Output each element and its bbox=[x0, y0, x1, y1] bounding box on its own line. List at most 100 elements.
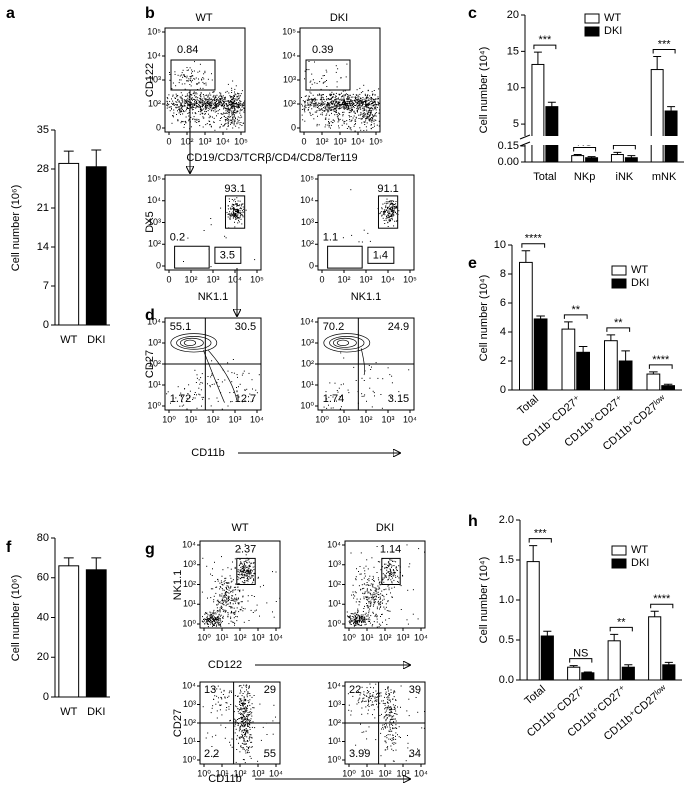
event-dot bbox=[234, 106, 235, 107]
event-dot bbox=[397, 707, 398, 708]
event-dot bbox=[324, 82, 325, 83]
event-dot bbox=[222, 100, 223, 101]
event-dot bbox=[380, 625, 381, 626]
event-dot bbox=[232, 99, 233, 100]
event-dot bbox=[220, 621, 221, 622]
event-dot bbox=[350, 619, 351, 620]
event-dot bbox=[338, 104, 339, 105]
event-dot bbox=[228, 84, 229, 85]
event-dot bbox=[221, 714, 222, 715]
event-dot bbox=[374, 392, 375, 393]
event-dot bbox=[187, 70, 188, 71]
event-dot bbox=[200, 88, 201, 89]
event-dot bbox=[197, 408, 198, 409]
event-dot bbox=[191, 73, 192, 74]
event-dot bbox=[191, 70, 192, 71]
event-dot bbox=[237, 214, 238, 215]
event-dot bbox=[167, 101, 168, 102]
event-dot bbox=[391, 692, 392, 693]
event-dot bbox=[386, 737, 387, 738]
event-dot bbox=[364, 380, 365, 381]
event-dot bbox=[359, 602, 360, 603]
event-dot bbox=[190, 105, 191, 106]
event-dot bbox=[273, 734, 274, 735]
event-dot bbox=[376, 104, 377, 105]
event-dot bbox=[207, 614, 208, 615]
event-dot bbox=[372, 596, 373, 597]
event-dot bbox=[245, 762, 246, 763]
event-dot bbox=[209, 103, 210, 104]
x-tick-label: 0 bbox=[166, 274, 171, 284]
event-dot bbox=[338, 115, 339, 116]
event-dot bbox=[240, 571, 241, 572]
event-dot bbox=[388, 693, 389, 694]
event-dot bbox=[344, 100, 345, 101]
event-dot bbox=[191, 99, 192, 100]
event-dot bbox=[354, 105, 355, 106]
event-dot bbox=[359, 99, 360, 100]
event-dot bbox=[305, 96, 306, 97]
y-tick-label: 10² bbox=[328, 717, 341, 727]
event-dot bbox=[395, 575, 396, 576]
event-dot bbox=[219, 596, 220, 597]
y-tick-label: 10¹ bbox=[328, 736, 341, 746]
x-tick-label: Total bbox=[533, 171, 556, 183]
column-title: DKI bbox=[330, 12, 348, 24]
event-dot bbox=[217, 579, 218, 580]
event-dot bbox=[213, 613, 214, 614]
event-dot bbox=[383, 703, 384, 704]
event-dot bbox=[324, 75, 325, 76]
event-dot bbox=[224, 600, 225, 601]
event-dot bbox=[349, 127, 350, 128]
event-dot bbox=[354, 107, 355, 108]
event-dot bbox=[385, 207, 386, 208]
event-dot bbox=[317, 125, 318, 126]
event-dot bbox=[374, 600, 375, 601]
event-dot bbox=[223, 103, 224, 104]
event-dot bbox=[395, 719, 396, 720]
event-dot bbox=[370, 241, 371, 242]
event-dot bbox=[393, 750, 394, 751]
event-dot bbox=[240, 745, 241, 746]
event-dot bbox=[364, 109, 365, 110]
event-dot bbox=[221, 603, 222, 604]
event-dot bbox=[174, 97, 175, 98]
event-dot bbox=[231, 216, 232, 217]
event-dot bbox=[364, 107, 365, 108]
event-dot bbox=[226, 610, 227, 611]
event-dot bbox=[375, 697, 376, 698]
event-dot bbox=[245, 565, 246, 566]
event-dot bbox=[212, 588, 213, 589]
event-dot bbox=[217, 607, 218, 608]
event-dot bbox=[329, 382, 330, 383]
event-dot bbox=[167, 97, 168, 98]
event-dot bbox=[193, 78, 194, 79]
event-dot bbox=[183, 70, 184, 71]
event-dot bbox=[357, 599, 358, 600]
event-dot bbox=[183, 121, 184, 122]
event-dot bbox=[226, 103, 227, 104]
event-dot bbox=[240, 714, 241, 715]
event-dot bbox=[233, 200, 234, 201]
event-dot bbox=[384, 724, 385, 725]
event-dot bbox=[368, 97, 369, 98]
event-dot bbox=[409, 563, 410, 564]
significance-label: NS bbox=[573, 648, 588, 660]
event-dot bbox=[322, 94, 323, 95]
event-dot bbox=[330, 95, 331, 96]
event-dot bbox=[224, 97, 225, 98]
event-dot bbox=[392, 205, 393, 206]
event-dot bbox=[357, 101, 358, 102]
event-dot bbox=[241, 205, 242, 206]
event-dot bbox=[239, 701, 240, 702]
event-dot bbox=[338, 98, 339, 99]
event-dot bbox=[392, 207, 393, 208]
event-dot bbox=[240, 709, 241, 710]
event-dot bbox=[311, 115, 312, 116]
event-dot bbox=[215, 619, 216, 620]
x-tick-label: 10⁴ bbox=[414, 768, 428, 778]
bar bbox=[527, 562, 539, 680]
x-tick-label: 10² bbox=[337, 274, 350, 284]
event-dot bbox=[183, 75, 184, 76]
event-dot bbox=[390, 219, 391, 220]
